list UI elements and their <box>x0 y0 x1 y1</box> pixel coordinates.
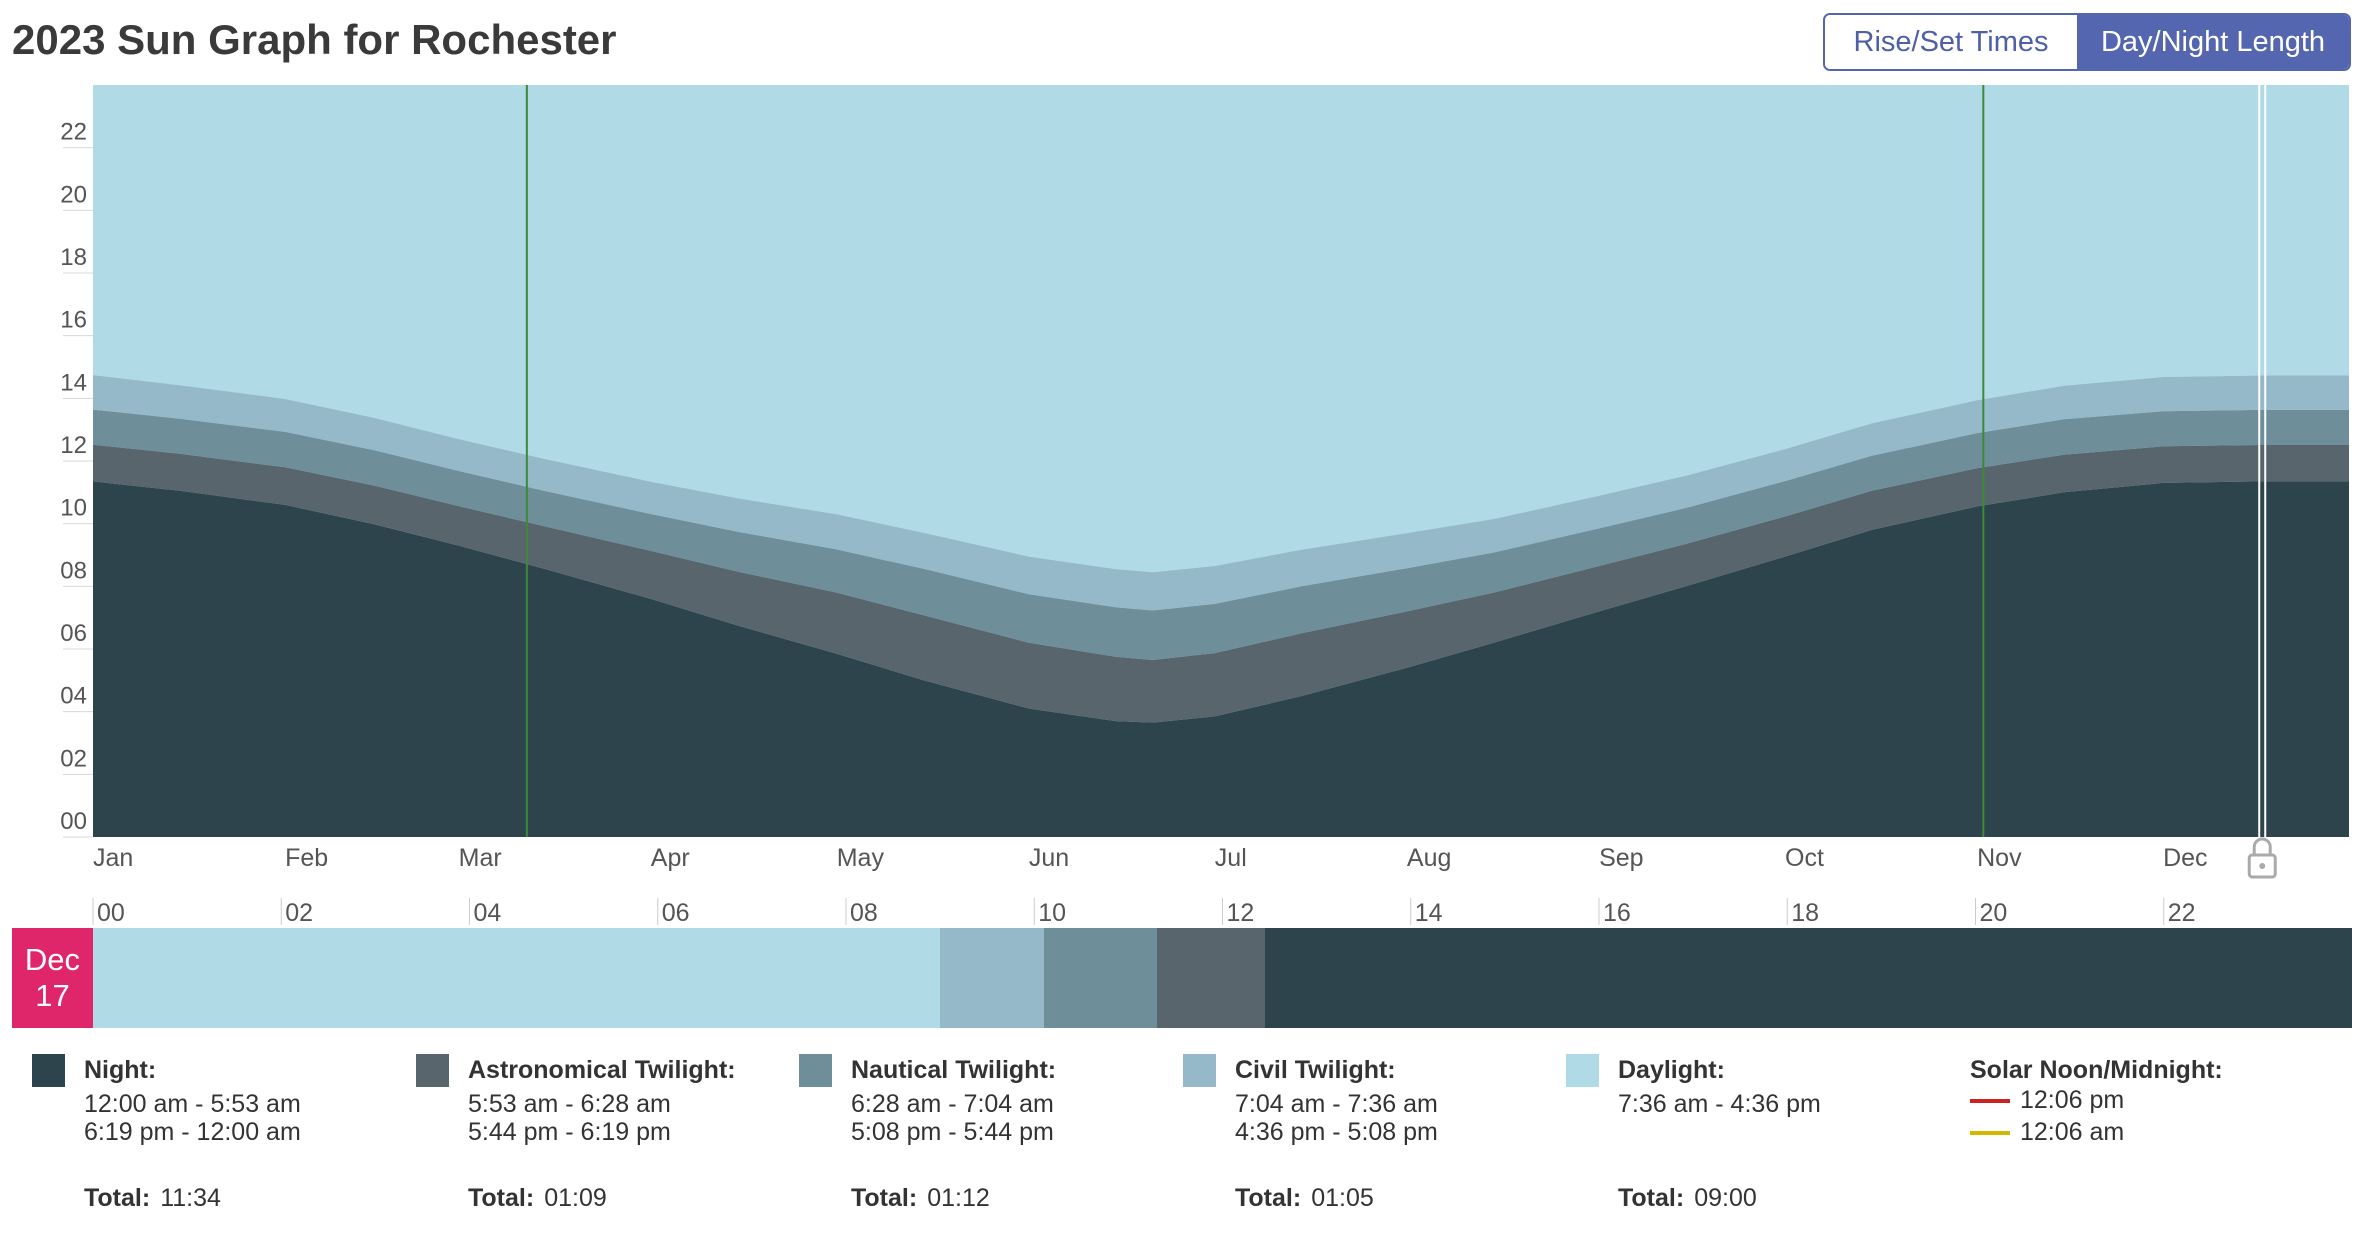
solar-midnight-row: 12:06 am <box>1970 1118 2124 1147</box>
legend-range-2: 5:44 pm - 6:19 pm <box>468 1118 671 1146</box>
view-toggle: Rise/Set Times Day/Night Length <box>1823 13 2351 71</box>
legend-name: Civil Twilight: <box>1235 1056 1396 1084</box>
total-value: 01:12 <box>927 1184 990 1212</box>
x-tick-label-jun: Jun <box>1029 844 1069 872</box>
daylight-swatch <box>1566 1054 1599 1087</box>
legend-range-2: 6:19 pm - 12:00 am <box>84 1118 301 1146</box>
area-daylight <box>93 85 2349 573</box>
x-tick-label-jan: Jan <box>93 844 133 872</box>
legend-total: Total: 01:12 <box>851 1184 990 1213</box>
x-tick-label-aug: Aug <box>1407 844 1451 872</box>
astronomical-twilight-swatch <box>416 1054 449 1087</box>
solar-midnight-time: 12:06 am <box>2020 1118 2125 1146</box>
y-tick-label: 00 <box>60 808 87 835</box>
y-tick-label: 08 <box>60 557 87 584</box>
time-tick-label: 14 <box>1415 899 1443 927</box>
total-value: 01:05 <box>1311 1184 1374 1212</box>
y-tick-label: 02 <box>60 745 87 772</box>
selected-month: Dec <box>24 942 81 977</box>
legend-name: Night: <box>84 1056 157 1084</box>
area-civil-twilight <box>93 375 2349 611</box>
y-tick-label: 10 <box>60 495 87 522</box>
solar-midnight-line-icon <box>1970 1131 2010 1136</box>
lock-icon <box>2247 853 2277 879</box>
legend-range-1: 6:28 am - 7:04 am <box>851 1090 1054 1118</box>
y-tick-label: 20 <box>60 181 87 208</box>
nautical-twilight-swatch <box>799 1054 832 1087</box>
x-tick-label-apr: Apr <box>651 844 690 872</box>
total-label: Total: <box>1618 1184 1685 1212</box>
legend-range-1: 7:04 am - 7:36 am <box>1235 1090 1438 1118</box>
x-tick-label-oct: Oct <box>1785 844 1824 872</box>
legend-name: Astronomical Twilight: <box>468 1056 736 1084</box>
bar-segment-daylight <box>93 928 941 1028</box>
x-tick-label-feb: Feb <box>285 844 328 872</box>
y-tick-label: 18 <box>60 244 87 271</box>
legend-name: Daylight: <box>1618 1056 1725 1084</box>
legend-name: Solar Noon/Midnight: <box>1970 1056 2223 1084</box>
legend-total: Total: 01:09 <box>468 1184 607 1213</box>
legend-range-1: 7:36 am - 4:36 pm <box>1618 1090 1821 1118</box>
time-tick-label: 10 <box>1038 899 1066 927</box>
page-title: 2023 Sun Graph for Rochester <box>12 16 617 63</box>
total-label: Total: <box>1235 1184 1302 1212</box>
selected-day-number: 17 <box>35 978 70 1013</box>
time-tick-label: 16 <box>1603 899 1631 927</box>
x-tick-label-nov: Nov <box>1977 844 2022 872</box>
y-tick-label: 06 <box>60 620 87 647</box>
y-tick-label: 16 <box>60 307 87 334</box>
legend-range-1: 5:53 am - 6:28 am <box>468 1090 671 1118</box>
y-tick-label: 12 <box>60 432 87 459</box>
bar-segment-astronomical-twilight <box>1156 928 1265 1028</box>
time-tick-label: 08 <box>850 899 878 927</box>
total-value: 01:09 <box>544 1184 607 1212</box>
y-tick-label: 22 <box>60 119 87 146</box>
x-tick-label-sep: Sep <box>1599 844 1643 872</box>
legend-range-2: 4:36 pm - 5:08 pm <box>1235 1118 1438 1146</box>
time-tick-label: 00 <box>97 899 125 927</box>
total-value: 11:34 <box>160 1184 221 1212</box>
day-night-length-button[interactable]: Day/Night Length <box>2077 15 2349 69</box>
area-astronomical-twilight <box>93 444 2349 723</box>
total-label: Total: <box>468 1184 535 1212</box>
x-tick-label-jul: Jul <box>1215 844 1247 872</box>
time-tick-label: 02 <box>285 899 313 927</box>
night-swatch <box>32 1054 65 1087</box>
selected-date-badge: Dec 17 <box>12 928 93 1028</box>
legend-name: Nautical Twilight: <box>851 1056 1057 1084</box>
time-tick-label: 22 <box>2168 899 2196 927</box>
time-tick-label: 20 <box>1980 899 2008 927</box>
rise-set-times-button[interactable]: Rise/Set Times <box>1825 15 2077 69</box>
lock-icon-keyhole <box>2259 863 2266 869</box>
y-tick-label: 14 <box>60 369 87 396</box>
legend-range-1: 12:00 am - 5:53 am <box>84 1090 301 1118</box>
time-tick-label: 04 <box>474 899 502 927</box>
time-tick-label: 18 <box>1791 899 1819 927</box>
total-label: Total: <box>851 1184 918 1212</box>
bar-segment-civil-twilight <box>940 928 1044 1028</box>
bar-segment-nautical-twilight <box>1043 928 1157 1028</box>
x-tick-label-may: May <box>837 844 885 872</box>
lock-icon-shackle <box>2252 837 2272 855</box>
y-tick-label: 04 <box>60 683 87 710</box>
bar-segment-night <box>1264 928 2352 1028</box>
area-nautical-twilight <box>93 409 2349 660</box>
x-tick-label-dec: Dec <box>2163 844 2207 872</box>
civil-twilight-swatch <box>1183 1054 1216 1087</box>
time-tick-label: 12 <box>1227 899 1255 927</box>
solar-noon-row: 12:06 pm <box>1970 1086 2124 1115</box>
sun-graph-chart[interactable]: 00 02 04 06 08 10 12 14 16 18 20 22 Jan Feb Mar Apr May J… <box>0 0 2356 935</box>
legend-total: Total: 01:05 <box>1235 1184 1374 1213</box>
legend-range-2: 5:08 pm - 5:44 pm <box>851 1118 1054 1146</box>
area-night <box>93 481 2349 837</box>
total-label: Total: <box>84 1184 151 1212</box>
legend-total: Total: 09:00 <box>1618 1184 1757 1213</box>
solar-noon-time: 12:06 pm <box>2020 1086 2125 1114</box>
selected-day-bar[interactable] <box>93 928 2352 1028</box>
legend-total: Total: 11:34 <box>84 1184 221 1213</box>
total-value: 09:00 <box>1694 1184 1757 1212</box>
time-tick-label: 06 <box>662 899 690 927</box>
solar-noon-line-icon <box>1970 1099 2010 1104</box>
x-tick-label-mar: Mar <box>459 844 502 872</box>
